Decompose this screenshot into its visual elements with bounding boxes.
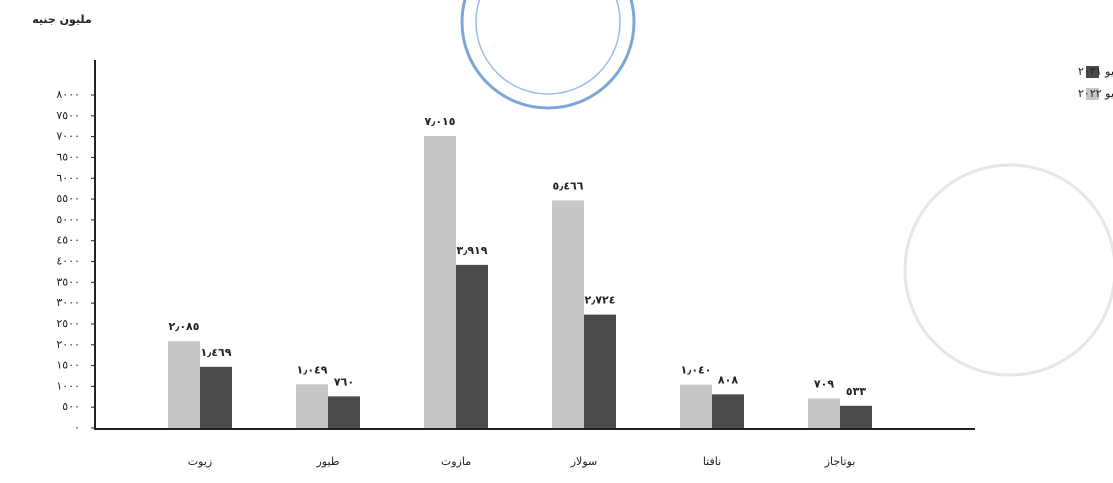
bar	[840, 405, 872, 428]
y-tick-label: ٥٠٠	[62, 400, 80, 413]
value-label: ٢٫٠٨٥	[169, 320, 200, 333]
legend-label: كمية المبيعات خلال الفترة يوليو ٢٠٢١ : ي…	[1078, 87, 1113, 100]
y-tick-label: ٦٠٠٠	[56, 171, 80, 184]
value-label: ١٫٠٤٠	[681, 364, 712, 377]
y-tick-label: ٢٥٠٠	[56, 317, 80, 330]
value-label: ١٫٤٦٩	[201, 346, 232, 359]
stamp-inner	[475, 0, 621, 95]
x-tick-label: مازوت	[441, 455, 471, 468]
value-label: ٥٣٣	[846, 385, 866, 398]
y-tick-label: ٣٥٠٠	[56, 275, 80, 288]
y-tick-label: ٠	[74, 421, 80, 434]
bar	[328, 396, 360, 428]
y-tick-label: ٥٥٠٠	[56, 192, 80, 205]
bar	[424, 136, 456, 429]
value-label: ٥٫٤٦٦	[553, 179, 584, 192]
legend-label: كمية المبيعات خلال الفترة يوليو ٢٠٢٠ : ي…	[1078, 65, 1113, 78]
y-tick-label: ٢٠٠٠	[56, 338, 80, 351]
legend-swatch	[1086, 88, 1099, 100]
y-tick-label: ٤٠٠٠	[56, 255, 80, 268]
y-tick-label: ٨٠٠٠	[56, 88, 80, 101]
value-label: ٧٦٠	[334, 375, 354, 388]
bar	[168, 341, 200, 428]
bar	[296, 384, 328, 428]
x-tick-label: نافتا	[703, 455, 721, 468]
y-tick-label: ٥٠٠٠	[56, 213, 80, 226]
y-axis-label: مليون جنيه	[32, 13, 92, 26]
y-tick-label: ٧٥٠٠	[56, 109, 80, 122]
bar	[680, 384, 712, 428]
value-label: ٨٠٨	[718, 373, 738, 386]
bar	[712, 394, 744, 428]
bar	[200, 366, 232, 428]
stamp-faded	[903, 163, 1113, 377]
bar	[584, 314, 616, 428]
value-label: ١٫٠٤٩	[297, 363, 328, 376]
y-tick-label: ٤٥٠٠	[56, 234, 80, 247]
y-tick-label: ٣٠٠٠	[56, 296, 80, 309]
y-tick-label: ٦٥٠٠	[56, 150, 80, 163]
y-tick-label: ١٥٠٠	[56, 359, 80, 372]
y-tick-label: ٧٠٠٠	[56, 130, 80, 143]
value-label: ٧٫٠١٥	[425, 115, 456, 128]
value-label: ٣٫٩١٩	[457, 244, 488, 257]
x-tick-label: طيور	[315, 455, 339, 468]
stamp	[460, 0, 636, 110]
x-tick-label: سولار	[570, 455, 598, 468]
value-label: ٢٫٧٢٤	[585, 294, 616, 307]
bar	[552, 200, 584, 428]
legend-swatch	[1086, 66, 1099, 78]
y-tick-label: ١٠٠٠	[56, 379, 80, 392]
x-tick-label: زيوت	[188, 455, 212, 468]
bar	[456, 264, 488, 428]
value-label: ٧٠٩	[814, 377, 834, 390]
x-tick-label: بوتاجاز	[824, 455, 856, 468]
bar	[808, 398, 840, 428]
